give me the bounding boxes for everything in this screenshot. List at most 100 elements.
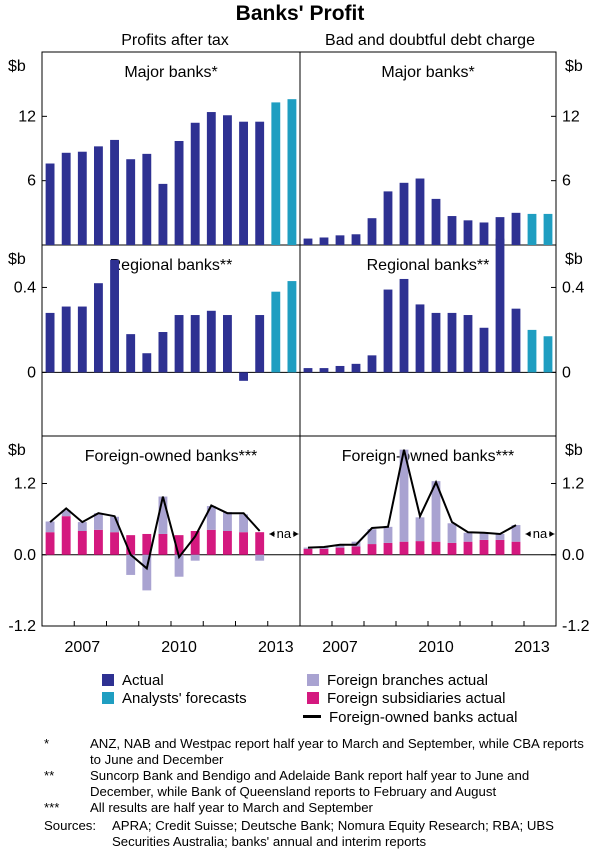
bar-subsidiaries-4-8 [174, 535, 184, 555]
legend-forecast-label: Analysts' forecasts [122, 690, 247, 707]
legend-actual: Actual [102, 672, 164, 689]
bar-actual-1-12 [495, 217, 505, 245]
panel-title-1: Major banks* [381, 64, 474, 81]
na-arrow-right-5 [549, 530, 555, 537]
column-title-right: Bad and doubtful debt charge [325, 32, 535, 49]
na-arrow-left-4 [269, 530, 275, 537]
bar-actual-0-8 [174, 140, 184, 245]
y-tick-label-3-0: 0.4 [562, 279, 584, 296]
bar-actual-3-2 [335, 365, 345, 373]
na-arrow-right-4 [293, 530, 299, 537]
bar-subsidiaries-4-9 [190, 531, 200, 555]
chart-title: Banks' Profit [236, 2, 365, 25]
bar-subsidiaries-4-1 [61, 516, 71, 555]
bar-actual-2-8 [174, 315, 184, 373]
x-tick-label-1-2: 2013 [514, 639, 550, 656]
y-tick-label-4-1: 0.0 [14, 547, 36, 564]
bar-actual-0-12 [239, 121, 248, 245]
legend-subsidiaries-label: Foreign subsidiaries actual [327, 690, 506, 707]
bar-subsidiaries-5-8 [431, 541, 441, 555]
bar-actual-2-11 [223, 315, 232, 373]
figure: Banks' Profit Profits after tax Bad and … [8, 2, 590, 656]
y-unit-left-1: $b [8, 251, 26, 268]
bar-actual-1-10 [463, 220, 473, 245]
bar-actual-3-0 [303, 368, 313, 373]
bar-branches-4-11 [223, 512, 232, 531]
bar-actual-3-8 [431, 312, 441, 373]
bar-branches-5-6 [399, 449, 409, 542]
x-tick-label-0-2: 2013 [258, 639, 294, 656]
legend-subsidiaries: Foreign subsidiaries actual [307, 690, 505, 707]
legend-forecast-swatch [102, 692, 114, 704]
bar-actual-2-2 [77, 306, 87, 373]
bar-branches-4-9 [190, 554, 200, 561]
legend-forecast: Analysts' forecasts [102, 690, 247, 707]
bar-forecast-3-1 [543, 336, 553, 373]
bar-actual-2-13 [255, 315, 265, 373]
bar-actual-3-6 [399, 278, 409, 373]
x-tick-label-1-0: 2007 [322, 639, 358, 656]
bar-branches-4-6 [142, 554, 152, 591]
bar-actual-0-9 [190, 122, 200, 245]
y-tick-label-5-0: 1.2 [562, 476, 584, 493]
chart-frame [41, 51, 557, 627]
panel-title-3: Regional banks** [367, 257, 490, 274]
bar-actual-1-4 [367, 218, 377, 245]
legend-actual-label: Actual [122, 672, 164, 689]
y-tick-label-5-2: -1.2 [562, 618, 590, 635]
bar-subsidiaries-4-7 [158, 533, 168, 555]
bar-actual-3-3 [351, 363, 361, 373]
y-tick-label-2-1: 0 [27, 364, 36, 381]
footnote-2-mark: ** [44, 768, 55, 783]
bar-subsidiaries-5-13 [511, 541, 521, 555]
legend-line: Foreign-owned banks actual [303, 709, 517, 726]
sources-label: Sources: [44, 818, 97, 833]
bar-subsidiaries-4-3 [94, 529, 103, 555]
y-tick-label-0-0: 12 [18, 108, 36, 125]
bar-forecast-2-1 [287, 281, 297, 373]
footnote-3-text: All results are half year to March and S… [90, 800, 373, 815]
bar-branches-5-2 [335, 544, 345, 548]
bar-forecast-0-0 [271, 102, 281, 246]
bar-subsidiaries-4-4 [110, 532, 119, 555]
bar-branches-4-10 [206, 506, 216, 530]
bar-actual-3-9 [447, 312, 457, 373]
bar-actual-1-9 [447, 216, 457, 245]
x-tick-label-1-1: 2010 [418, 639, 454, 656]
bar-subsidiaries-5-11 [479, 539, 489, 555]
bar-actual-1-2 [335, 235, 345, 245]
bar-subsidiaries-4-0 [45, 532, 55, 555]
bar-subsidiaries-4-2 [77, 531, 87, 555]
bar-branches-5-9 [447, 523, 457, 543]
y-tick-label-4-0: 1.2 [14, 476, 36, 493]
bar-branches-4-8 [174, 554, 184, 577]
bar-branches-5-13 [511, 525, 521, 542]
y-tick-label-1-0: 12 [562, 108, 580, 125]
bar-branches-4-7 [158, 496, 168, 534]
bar-actual-1-3 [351, 234, 361, 245]
bar-actual-3-1 [319, 368, 329, 373]
bar-actual-2-9 [190, 315, 200, 373]
bar-subsidiaries-5-3 [351, 546, 361, 555]
bar-actual-3-11 [479, 327, 489, 373]
footnote-3-mark: *** [44, 800, 60, 815]
bar-forecast-0-1 [287, 99, 297, 245]
bar-branches-4-3 [94, 513, 103, 530]
bar-actual-0-10 [206, 112, 216, 246]
y-unit-right-0: $b [565, 58, 583, 75]
bar-actual-2-7 [158, 332, 168, 373]
column-title-left: Profits after tax [121, 32, 229, 49]
bar-branches-4-2 [77, 522, 87, 531]
y-tick-label-4-2: -1.2 [8, 618, 36, 635]
bar-subsidiaries-5-6 [399, 541, 409, 555]
bar-subsidiaries-4-6 [142, 533, 152, 555]
bar-actual-2-4 [110, 259, 119, 373]
y-tick-label-5-1: 0.0 [562, 547, 584, 564]
bar-forecast-2-0 [271, 291, 281, 373]
bar-subsidiaries-5-1 [319, 548, 329, 555]
chart-layer: $b Major banks* 12 6 $b Major banks* 12 6 $b Regi… [8, 51, 590, 656]
bar-subsidiaries-5-4 [367, 544, 377, 555]
bar-actual-2-12 [239, 372, 248, 381]
bar-actual-0-2 [77, 151, 87, 245]
y-tick-label-3-1: 0 [562, 364, 571, 381]
